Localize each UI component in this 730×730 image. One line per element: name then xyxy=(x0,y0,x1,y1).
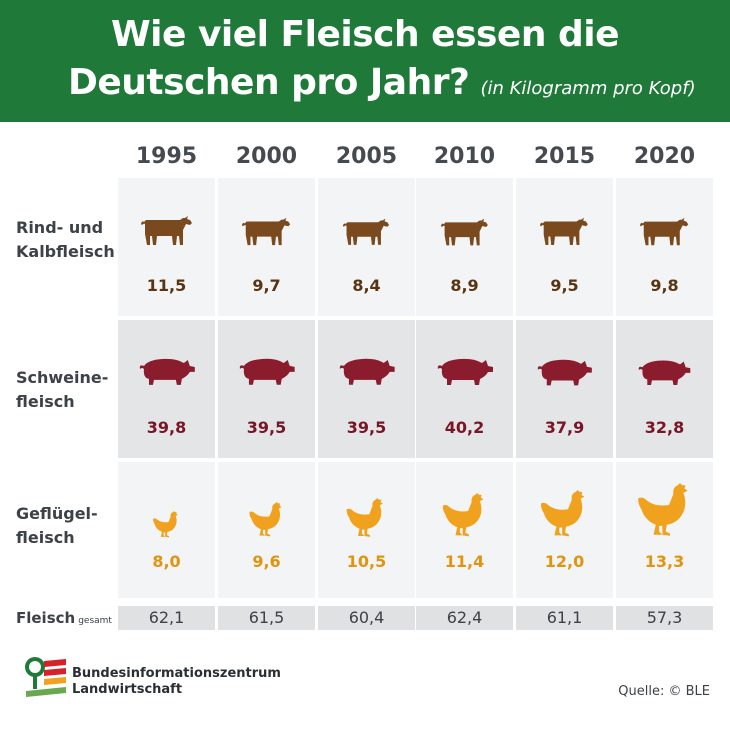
cow-icon xyxy=(639,214,690,250)
row-label-pork: Schweine- fleisch xyxy=(16,366,108,414)
cow-icon xyxy=(241,214,292,250)
row-label-pork-line1: Schweine- xyxy=(16,368,109,387)
value-label: 39,5 xyxy=(246,418,287,437)
value-label: 8,4 xyxy=(352,276,381,295)
source-note: Quelle: © BLE xyxy=(618,684,710,699)
value-label: 40,2 xyxy=(444,418,485,437)
value-label: 10,5 xyxy=(346,552,387,571)
total-value: 61,5 xyxy=(218,606,315,630)
chicken-icon xyxy=(636,483,693,542)
pig-icon xyxy=(637,356,691,390)
total-label-main: Fleisch xyxy=(16,609,76,627)
chicken-icon xyxy=(345,497,387,542)
total-value: 61,1 xyxy=(516,606,613,630)
year-header: 2020 xyxy=(633,144,696,169)
value-label: 37,9 xyxy=(544,418,585,437)
org-line-2: Landwirtschaft xyxy=(72,682,183,697)
year-header: 2005 xyxy=(335,144,398,169)
title-line-2-wrap: Deutschen pro Jahr? (in Kilogramm pro Ko… xyxy=(68,62,696,103)
value-label: 8,9 xyxy=(450,276,479,295)
unit-note: (in Kilogramm pro Kopf) xyxy=(480,78,696,99)
row-label-beef-line1: Rind- und xyxy=(16,218,104,237)
year-header: 2010 xyxy=(433,144,496,169)
total-row-label: Fleisch gesamt xyxy=(16,606,112,633)
value-label: 9,5 xyxy=(550,276,579,295)
cow-icon xyxy=(140,212,194,250)
pig-icon xyxy=(536,355,593,390)
year-header: 2015 xyxy=(533,144,596,169)
ble-logo xyxy=(22,653,68,699)
value-label: 9,8 xyxy=(650,276,679,295)
total-value: 62,4 xyxy=(416,606,513,630)
total-label-sub: gesamt xyxy=(78,616,112,626)
cow-icon xyxy=(342,215,391,250)
table-cell xyxy=(218,178,315,316)
year-header: 1995 xyxy=(135,144,198,169)
value-label: 9,7 xyxy=(252,276,281,295)
row-label-poultry: Geflügel- fleisch xyxy=(16,502,98,550)
total-value: 60,4 xyxy=(318,606,415,630)
row-label-poultry-line1: Geflügel- xyxy=(16,504,98,523)
value-label: 11,5 xyxy=(146,276,187,295)
pig-icon xyxy=(138,354,196,390)
org-name: Bundesinformationszentrum Landwirtschaft xyxy=(72,666,281,698)
chicken-icon xyxy=(152,510,181,543)
table-cell xyxy=(218,320,315,458)
row-label-beef-line2: Kalbfleisch xyxy=(16,242,115,261)
value-label: 32,8 xyxy=(644,418,685,437)
table-cell xyxy=(616,178,713,316)
value-label: 8,0 xyxy=(152,552,181,571)
row-label-pork-line2: fleisch xyxy=(16,392,75,411)
table-cell xyxy=(318,178,415,316)
table-cell xyxy=(516,320,613,458)
title-line-1: Wie viel Fleisch essen die xyxy=(110,14,620,55)
value-label: 11,4 xyxy=(444,552,485,571)
table-cell xyxy=(318,320,415,458)
table-cell xyxy=(416,320,513,458)
value-label: 12,0 xyxy=(544,552,585,571)
value-label: 39,5 xyxy=(346,418,387,437)
year-header: 2000 xyxy=(235,144,298,169)
total-value: 62,1 xyxy=(118,606,215,630)
cow-icon xyxy=(539,214,590,250)
pig-icon xyxy=(338,354,396,390)
row-label-beef: Rind- und Kalbfleisch xyxy=(16,216,115,264)
pig-icon xyxy=(436,354,494,390)
table-cell xyxy=(616,320,713,458)
table-cell xyxy=(516,178,613,316)
value-label: 13,3 xyxy=(644,552,685,571)
value-label: 39,8 xyxy=(146,418,187,437)
value-label: 9,6 xyxy=(252,552,281,571)
table-cell xyxy=(118,178,215,316)
chicken-icon xyxy=(248,502,285,542)
chicken-icon xyxy=(441,492,488,542)
chicken-icon xyxy=(539,489,589,542)
table-cell xyxy=(416,178,513,316)
total-value: 57,3 xyxy=(616,606,713,630)
header-banner: Wie viel Fleisch essen die Deutschen pro… xyxy=(0,0,730,122)
table-cell xyxy=(118,320,215,458)
org-line-1: Bundesinformationszentrum xyxy=(72,666,281,681)
title-line-2: Deutschen pro Jahr? xyxy=(68,62,470,103)
row-label-poultry-line2: fleisch xyxy=(16,528,75,547)
pig-icon xyxy=(238,354,296,390)
cow-icon xyxy=(440,215,490,250)
